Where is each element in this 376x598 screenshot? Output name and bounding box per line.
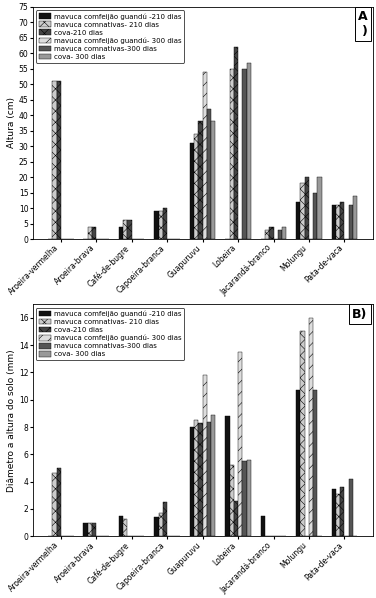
Bar (159, 211, 163, 239)
Bar (199, 423, 203, 536)
Bar (242, 69, 247, 239)
Bar (247, 460, 251, 536)
Bar (300, 331, 305, 536)
Bar (349, 205, 353, 239)
Bar (261, 516, 265, 536)
Bar (340, 202, 344, 239)
Bar (332, 205, 336, 239)
Bar (199, 121, 203, 239)
Bar (155, 517, 159, 536)
Bar (282, 227, 286, 239)
Bar (278, 230, 282, 239)
Bar (309, 318, 313, 536)
Bar (155, 211, 159, 239)
Bar (211, 121, 215, 239)
Bar (242, 461, 247, 536)
Legend: mavuca comfeijão guandú -210 dias, mavuca comnativas- 210 dias, cova-210 dias, m: mavuca comfeijão guandú -210 dias, mavuc… (36, 307, 185, 360)
Bar (119, 227, 123, 239)
Bar (203, 375, 207, 536)
Bar (269, 227, 273, 239)
Bar (207, 422, 211, 536)
Bar (52, 474, 56, 536)
Bar (88, 523, 92, 536)
Bar (296, 390, 300, 536)
Bar (163, 502, 167, 536)
Bar (234, 501, 238, 536)
Bar (305, 177, 309, 239)
Bar (56, 81, 61, 239)
Text: B): B) (352, 307, 368, 321)
Bar (265, 230, 269, 239)
Bar (92, 523, 96, 536)
Bar (336, 494, 340, 536)
Bar (225, 416, 230, 536)
Bar (207, 109, 211, 239)
Bar (340, 487, 344, 536)
Bar (119, 516, 123, 536)
Bar (317, 177, 322, 239)
Bar (127, 221, 132, 239)
Bar (336, 205, 340, 239)
Bar (123, 518, 127, 536)
Bar (313, 390, 317, 536)
Bar (349, 479, 353, 536)
Bar (300, 184, 305, 239)
Y-axis label: Diâmetro a altura do solo (mm): Diâmetro a altura do solo (mm) (7, 349, 16, 492)
Bar (211, 415, 215, 536)
Bar (296, 202, 300, 239)
Bar (238, 352, 242, 536)
Bar (190, 427, 194, 536)
Y-axis label: Altura (cm): Altura (cm) (7, 97, 16, 148)
Bar (194, 134, 199, 239)
Bar (203, 72, 207, 239)
Bar (230, 465, 234, 536)
Legend: mavuca comfeijão guandú -210 dias, mavuca comnativas- 210 dias, cova-210 dias, m: mavuca comfeijão guandú -210 dias, mavuc… (36, 10, 185, 63)
Bar (234, 47, 238, 239)
Bar (56, 468, 61, 536)
Bar (163, 208, 167, 239)
Bar (247, 63, 251, 239)
Text: A
): A ) (358, 10, 368, 38)
Bar (88, 227, 92, 239)
Bar (123, 221, 127, 239)
Bar (83, 523, 88, 536)
Bar (52, 81, 56, 239)
Bar (353, 196, 357, 239)
Bar (230, 69, 234, 239)
Bar (190, 143, 194, 239)
Bar (194, 420, 199, 536)
Bar (313, 193, 317, 239)
Bar (92, 227, 96, 239)
Bar (332, 489, 336, 536)
Bar (159, 513, 163, 536)
